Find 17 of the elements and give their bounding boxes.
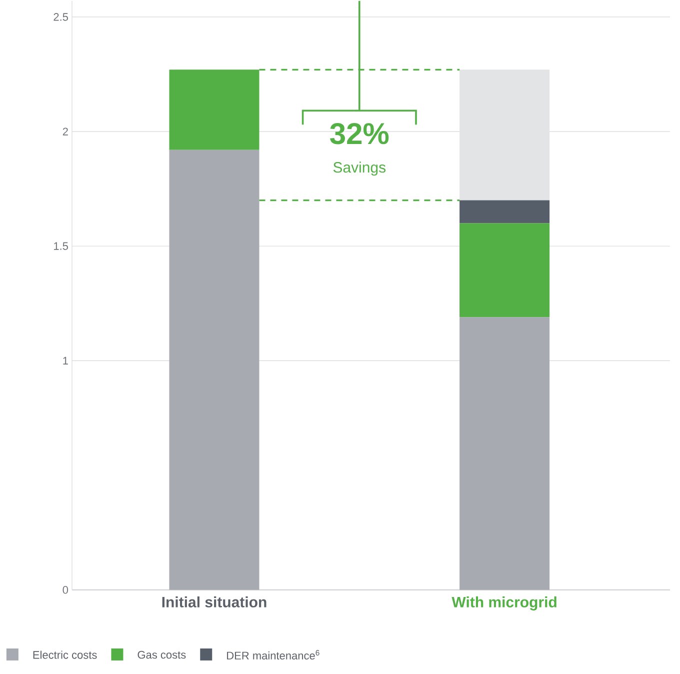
bar — [460, 200, 550, 224]
legend-label: DER maintenance$^{6}$ — [227, 650, 320, 660]
x-tick-label: With microgrid — [452, 596, 556, 611]
annotation: 32% — [330, 123, 389, 144]
y-tick-label: 2 — [62, 128, 68, 136]
legend-label: Gas costs — [138, 650, 186, 659]
y-tick-label: 1.5 — [54, 242, 68, 250]
y-tick-label: 0 — [62, 586, 68, 594]
x-tick-label: Initial situation — [162, 596, 266, 608]
bar — [460, 70, 550, 200]
annotation: Savings — [333, 162, 386, 176]
bar — [460, 223, 550, 318]
legend-label: Electric costs — [33, 650, 97, 659]
y-tick-label: 1 — [63, 356, 68, 365]
bar — [169, 150, 260, 590]
bar — [460, 317, 550, 590]
y-tick-label: 2.5 — [54, 13, 68, 21]
